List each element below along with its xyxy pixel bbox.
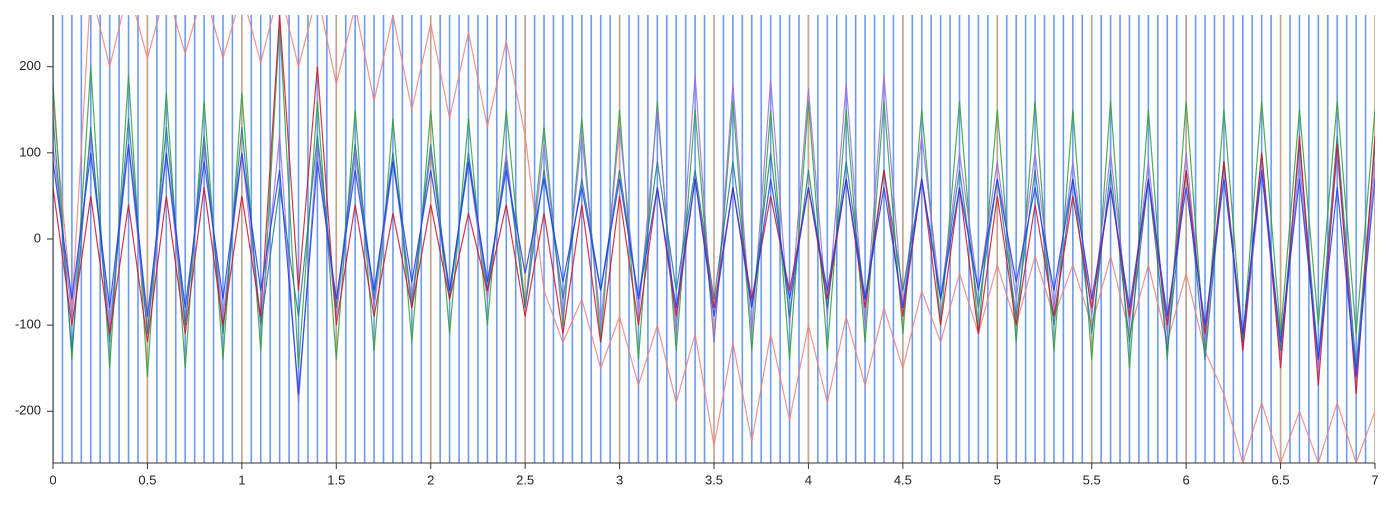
x-tick-label: 0 — [49, 472, 56, 487]
y-tick-label: 200 — [19, 58, 41, 73]
x-tick-label: 5 — [994, 472, 1001, 487]
x-tick-label: 4 — [805, 472, 812, 487]
y-tick-label: 0 — [34, 230, 41, 245]
y-tick-label: -200 — [15, 403, 41, 418]
signal-trace — [53, 118, 1375, 369]
x-tick-label: 3.5 — [705, 472, 723, 487]
x-tick-label: 6.5 — [1272, 472, 1290, 487]
x-tick-label: 2.5 — [516, 472, 534, 487]
x-tick-label: 3 — [616, 472, 623, 487]
axes: 0 0.5 1 1.5 2 2.5 3 3.5 4 4.5 5 5.5 6 6.5 7 -200 -100 0 10… — [15, 15, 1379, 487]
x-tick-label: 6 — [1183, 472, 1190, 487]
x-tick-label: 1 — [238, 472, 245, 487]
signal-trace — [53, 144, 1375, 395]
x-tick-label: 1.5 — [327, 472, 345, 487]
y-tick-label: -100 — [15, 317, 41, 332]
x-tick-label: 4.5 — [894, 472, 912, 487]
x-tick-label: 2 — [427, 472, 434, 487]
x-tick-label: 5.5 — [1083, 472, 1101, 487]
x-tick-label: 0.5 — [138, 472, 156, 487]
x-tick-label: 7 — [1371, 472, 1378, 487]
signal-trace — [53, 15, 1375, 463]
y-tick-label: 100 — [19, 144, 41, 159]
signal-trace — [53, 75, 1375, 403]
plot-area — [53, 15, 1375, 463]
